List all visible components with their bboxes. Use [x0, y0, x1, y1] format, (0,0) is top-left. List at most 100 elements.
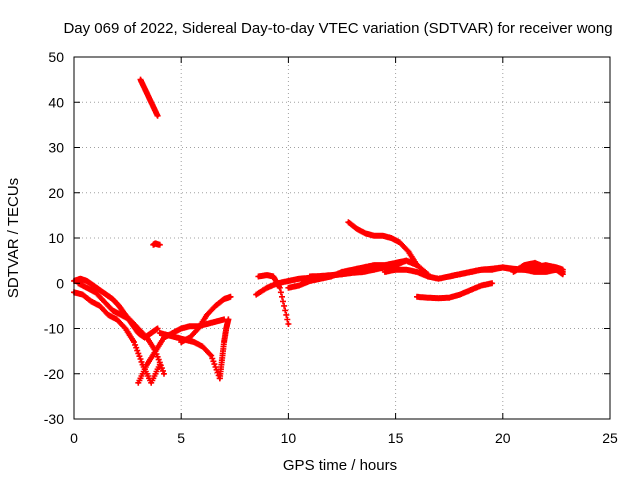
data-point	[265, 273, 269, 277]
series-arc9	[216, 316, 232, 382]
data-point	[561, 272, 565, 276]
data-point	[286, 322, 290, 326]
data-point	[404, 268, 408, 272]
data-point	[394, 263, 398, 267]
data-point	[372, 268, 376, 272]
data-point	[544, 270, 548, 274]
data-point	[224, 327, 228, 330]
data-point	[143, 87, 147, 91]
data-point	[372, 234, 376, 238]
data-point	[123, 327, 127, 330]
data-point	[340, 272, 344, 276]
data-point	[364, 231, 368, 235]
data-point	[153, 349, 157, 353]
data-point	[436, 277, 440, 281]
data-point	[383, 270, 387, 274]
data-point	[214, 304, 218, 308]
x-tick-label: 10	[281, 430, 297, 446]
data-point	[158, 243, 162, 247]
data-point	[136, 327, 140, 330]
data-point	[102, 299, 106, 303]
data-point	[145, 336, 149, 340]
data-point	[533, 265, 537, 269]
y-tick-label: 50	[48, 49, 64, 65]
data-point	[222, 297, 226, 301]
data-point	[104, 293, 108, 297]
data-point	[151, 105, 155, 109]
data-point	[78, 277, 82, 281]
data-point	[162, 372, 166, 376]
data-point	[297, 284, 301, 288]
data-point	[156, 327, 160, 330]
x-tick-label: 15	[388, 430, 404, 446]
data-point	[179, 327, 183, 330]
axis-ticks: 0 5 10 15 20 25 -30 -20 -10 0 10 20 30 40 50	[44, 49, 618, 446]
series-arc8	[178, 293, 234, 346]
data-point	[81, 293, 85, 297]
data-point	[136, 381, 140, 385]
data-point	[447, 296, 451, 300]
data-point	[117, 304, 121, 308]
data-point	[158, 331, 162, 335]
data-point	[111, 297, 115, 301]
data-point	[426, 296, 430, 300]
data-point	[381, 234, 385, 238]
series-arc14	[345, 219, 420, 269]
data-point	[308, 274, 312, 278]
data-point	[383, 265, 387, 269]
data-point	[554, 268, 558, 272]
data-point	[111, 308, 115, 312]
y-tick-label: 20	[48, 185, 64, 201]
data-point	[479, 268, 483, 272]
data-point	[220, 358, 224, 362]
data-point	[533, 261, 537, 265]
data-point	[404, 259, 408, 263]
data-point	[469, 288, 473, 292]
data-point	[141, 363, 145, 367]
data-point	[319, 274, 323, 278]
data-point	[415, 263, 419, 267]
data-point	[89, 299, 93, 303]
data-point	[372, 263, 376, 267]
data-point	[522, 263, 526, 267]
data-point	[222, 317, 226, 321]
data-point	[490, 267, 494, 271]
data-point	[276, 281, 280, 285]
data-point	[106, 313, 110, 317]
data-point	[415, 270, 419, 274]
x-tick-label: 25	[602, 430, 618, 446]
data-point	[138, 78, 142, 82]
data-point	[147, 96, 151, 100]
data-point	[447, 274, 451, 278]
y-tick-label: 10	[48, 230, 64, 246]
data-point	[355, 227, 359, 231]
data-point	[278, 286, 282, 290]
data-point	[175, 336, 179, 340]
data-point	[436, 296, 440, 300]
data-point	[93, 290, 97, 294]
data-point	[192, 340, 196, 344]
data-point	[151, 243, 155, 247]
data-point	[205, 322, 209, 326]
data-point	[209, 354, 213, 358]
data-point	[406, 250, 410, 254]
data-point	[389, 236, 393, 240]
data-point	[119, 313, 123, 317]
data-point	[361, 265, 365, 269]
y-tick-label: 40	[48, 94, 64, 110]
data-point	[149, 381, 153, 385]
data-point	[458, 272, 462, 276]
data-point	[229, 295, 233, 299]
data-point	[394, 268, 398, 272]
data-point	[256, 274, 260, 278]
grid-lines	[74, 57, 610, 419]
data-point	[533, 270, 537, 274]
y-axis-label: SDTVAR / TECUs	[5, 178, 22, 298]
series-arc16	[414, 280, 496, 302]
data-point	[222, 340, 226, 344]
data-point	[286, 286, 290, 290]
data-point	[286, 279, 290, 283]
data-point	[196, 327, 200, 330]
